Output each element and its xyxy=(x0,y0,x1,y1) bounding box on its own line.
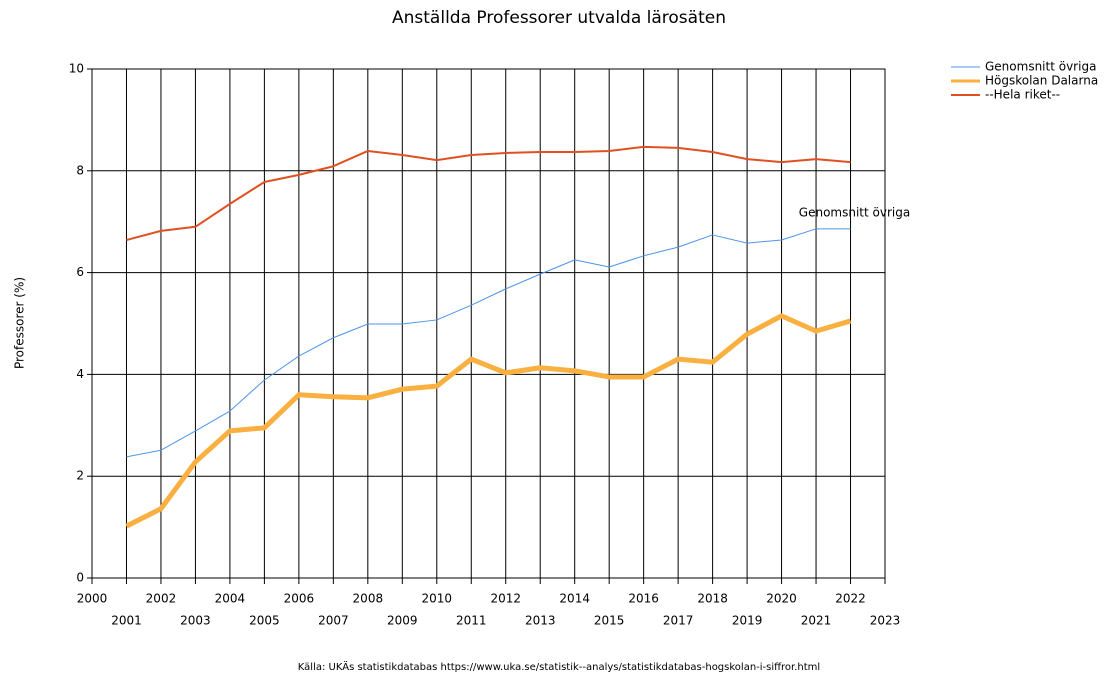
y-tick-label: 6 xyxy=(76,265,84,279)
legend-label: Högskolan Dalarna xyxy=(985,74,1098,88)
legend-label: --Hela riket-- xyxy=(985,88,1060,102)
series-line xyxy=(126,228,851,458)
x-tick-label: 2018 xyxy=(697,592,728,606)
source: Källa: UKÄs statistikdatabas https://www… xyxy=(298,660,820,673)
x-tick-label: 2002 xyxy=(146,592,177,606)
x-tick-label: 2023 xyxy=(870,614,901,628)
x-tick-label: 2017 xyxy=(663,614,694,628)
x-tick-label: 2022 xyxy=(835,592,866,606)
legend-label: Genomsnitt övriga xyxy=(985,60,1096,74)
y-tick-label: 2 xyxy=(76,469,84,483)
x-tick-label: 2000 xyxy=(77,592,108,606)
y-tick-label: 4 xyxy=(76,367,84,381)
chart-title: Anställda Professorer utvalda lärosäten xyxy=(392,8,726,28)
x-tick-label: 2008 xyxy=(353,592,384,606)
x-tick-label: 2015 xyxy=(594,614,625,628)
x-tick-label: 2012 xyxy=(490,592,521,606)
x-tick-label: 2021 xyxy=(801,614,832,628)
y-axis-label: Professorer (%) xyxy=(13,277,27,369)
series-line xyxy=(125,313,852,529)
x-tick-label: 2020 xyxy=(766,592,797,606)
plot-frame xyxy=(91,68,886,579)
y-tick-label: 0 xyxy=(76,571,84,585)
x-tick-label: 2004 xyxy=(215,592,246,606)
y-tick-label: 10 xyxy=(69,62,84,76)
x-tick-label: 2016 xyxy=(628,592,659,606)
x-tick-label: 2001 xyxy=(111,614,142,628)
x-tick-label: 2006 xyxy=(284,592,315,606)
x-tick-label: 2010 xyxy=(422,592,453,606)
x-tick-label: 2013 xyxy=(525,614,556,628)
annotation: Genomsnitt övriga xyxy=(799,205,910,219)
x-tick-label: 2005 xyxy=(249,614,280,628)
series-line xyxy=(126,145,851,241)
x-tick-label: 2019 xyxy=(732,614,763,628)
x-tick-label: 2003 xyxy=(180,614,211,628)
y-tick-label: 8 xyxy=(76,163,84,177)
x-tick-label: 2011 xyxy=(456,614,487,628)
x-tick-label: 2007 xyxy=(318,614,349,628)
x-tick-label: 2014 xyxy=(559,592,590,606)
x-tick-label: 2009 xyxy=(387,614,418,628)
